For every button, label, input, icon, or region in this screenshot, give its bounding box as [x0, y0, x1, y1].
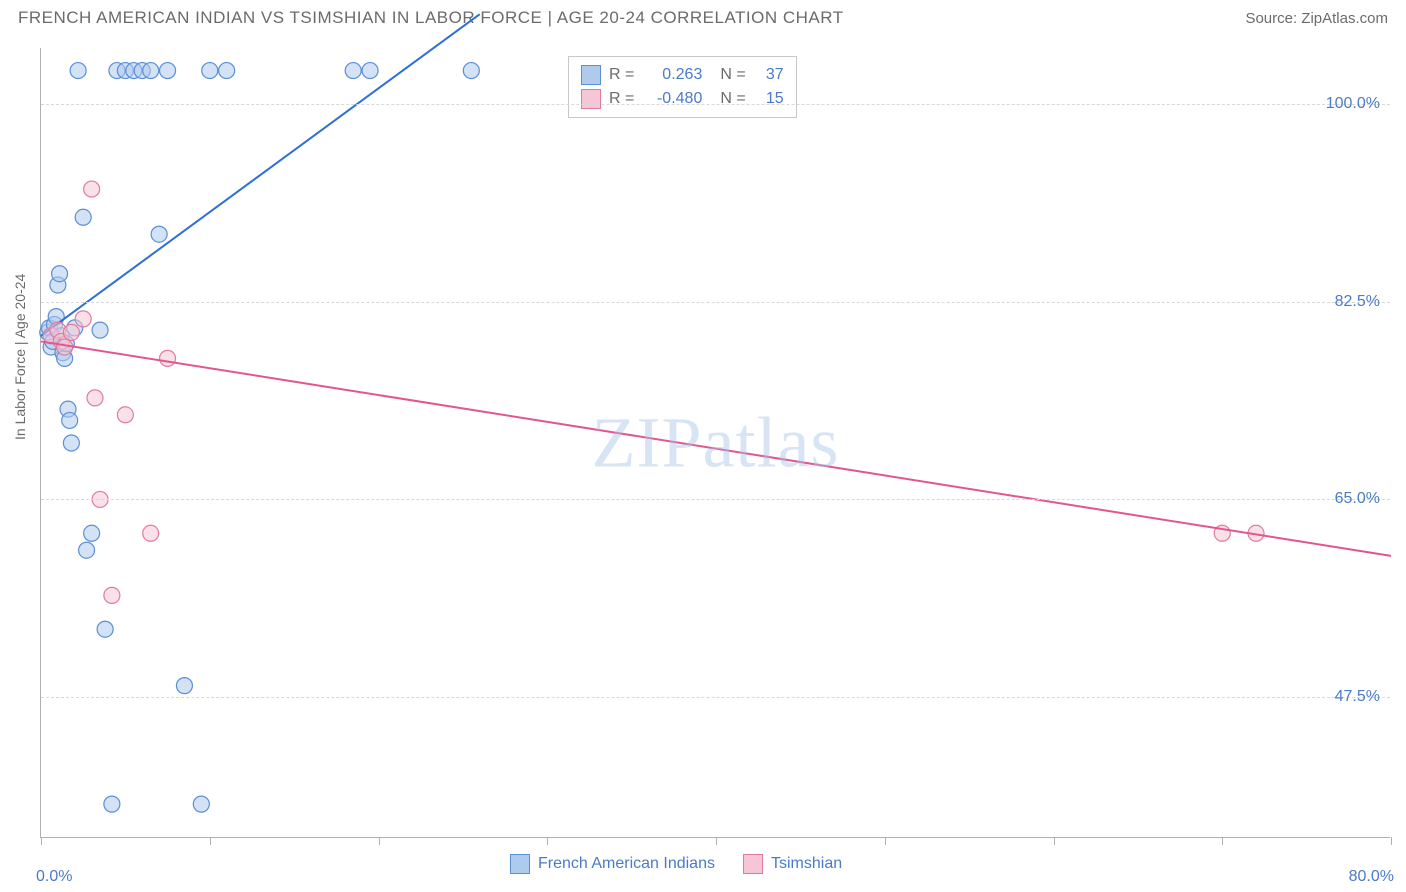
x-tick: [547, 837, 548, 845]
chart-title: FRENCH AMERICAN INDIAN VS TSIMSHIAN IN L…: [18, 8, 844, 28]
data-point: [84, 181, 100, 197]
y-tick-label: 47.5%: [1335, 688, 1380, 706]
x-tick: [1222, 837, 1223, 845]
x-tick: [1054, 837, 1055, 845]
data-point: [104, 796, 120, 812]
legend-item: French American Indians: [510, 854, 715, 874]
data-point: [84, 525, 100, 541]
x-tick: [379, 837, 380, 845]
legend-r-value: 0.263: [642, 66, 702, 84]
legend-item: Tsimshian: [743, 854, 842, 874]
data-point: [97, 621, 113, 637]
data-point: [63, 324, 79, 340]
gridline: [41, 499, 1390, 500]
data-point: [87, 390, 103, 406]
data-point: [52, 266, 68, 282]
data-point: [143, 525, 159, 541]
legend-swatch: [581, 89, 601, 109]
x-tick: [210, 837, 211, 845]
data-point: [151, 226, 167, 242]
data-point: [75, 209, 91, 225]
data-point: [193, 796, 209, 812]
x-tick: [885, 837, 886, 845]
x-axis-min-label: 0.0%: [36, 868, 72, 886]
data-point: [75, 311, 91, 327]
data-point: [92, 322, 108, 338]
gridline: [41, 697, 1390, 698]
gridline: [41, 104, 1390, 105]
x-tick: [1391, 837, 1392, 845]
y-tick-label: 100.0%: [1326, 95, 1380, 113]
correlation-legend: R = 0.263 N = 37 R =-0.480N =15: [568, 56, 797, 118]
x-tick: [716, 837, 717, 845]
chart-header: FRENCH AMERICAN INDIAN VS TSIMSHIAN IN L…: [0, 0, 1406, 38]
legend-row: R = 0.263 N = 37: [581, 63, 784, 87]
data-point: [362, 63, 378, 79]
legend-n-label: N =: [720, 66, 745, 84]
legend-swatch: [581, 65, 601, 85]
data-point: [70, 63, 86, 79]
data-point: [117, 407, 133, 423]
series-legend: French American Indians Tsimshian: [510, 854, 842, 874]
chart-source: Source: ZipAtlas.com: [1245, 10, 1388, 27]
trend-line: [41, 341, 1391, 555]
plot-area: ZIPatlas R =0.263N =37R =-0.480N =15 47.…: [40, 48, 1390, 838]
data-point: [143, 63, 159, 79]
trend-line: [41, 14, 480, 336]
data-point: [219, 63, 235, 79]
data-point: [160, 350, 176, 366]
x-tick: [41, 837, 42, 845]
data-point: [345, 63, 361, 79]
data-point: [62, 412, 78, 428]
legend-series-label: Tsimshian: [771, 855, 842, 873]
chart-container: ZIPatlas R =0.263N =37R =-0.480N =15 47.…: [40, 48, 1390, 838]
data-point: [202, 63, 218, 79]
data-point: [463, 63, 479, 79]
gridline: [41, 302, 1390, 303]
legend-row: R =-0.480N =15: [581, 87, 784, 111]
data-point: [176, 678, 192, 694]
y-tick-label: 65.0%: [1335, 490, 1380, 508]
legend-n-value: 37: [754, 66, 784, 84]
data-point: [160, 63, 176, 79]
data-point: [104, 587, 120, 603]
y-tick-label: 82.5%: [1335, 293, 1380, 311]
legend-swatch: [743, 854, 763, 874]
x-axis-max-label: 80.0%: [1349, 868, 1394, 886]
legend-r-label: R =: [609, 66, 634, 84]
y-axis-label: In Labor Force | Age 20-24: [12, 274, 28, 440]
data-point: [63, 435, 79, 451]
legend-swatch: [510, 854, 530, 874]
scatter-svg: [41, 48, 1391, 838]
data-point: [79, 542, 95, 558]
legend-series-label: French American Indians: [538, 855, 715, 873]
